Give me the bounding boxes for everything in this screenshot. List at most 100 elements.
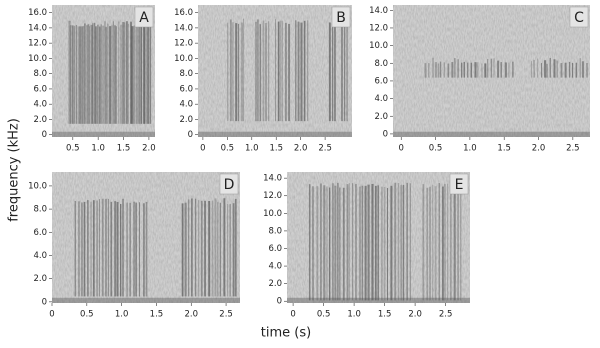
spectrogram-panel: E 0 2.0 4.0 6.0 8.0 10.0 12.0 14.0 0 0.5 1.0 1.5 2.0 2… [263,172,470,320]
syllable-texture [275,19,277,122]
y-tick-label: 2.0 [33,274,47,284]
syllable-texture [68,20,71,124]
panel-letter-box [449,173,469,195]
syllable-texture [326,186,328,301]
syllable-texture [450,188,452,301]
syllable-texture [208,200,211,297]
syllable-texture [477,62,479,78]
y-tick-label: 2.0 [268,279,282,289]
syllable-texture [586,62,589,78]
panel-letter: E [455,177,464,193]
syllable-texture [355,183,357,301]
x-tick-label: 1.5 [269,144,283,154]
syllable-texture [91,23,94,124]
syllable-texture [429,186,431,301]
syllable-texture [140,22,143,124]
spectrogram-noise [393,5,590,137]
syllable-texture [284,22,287,122]
syllable-texture [560,63,563,78]
syllable-texture [467,62,469,78]
syllable-texture [219,202,222,297]
y-tick-label: 0 [42,297,47,307]
syllable-texture [377,185,379,301]
syllable-texture [481,63,483,78]
syllable-texture [122,198,124,297]
syllable-texture [116,201,119,297]
x-tick-label: 2.0 [142,144,156,154]
x-tick-label: 2.5 [566,144,580,154]
syllable-texture [106,23,109,124]
syllable-texture [424,63,427,78]
syllable-texture [279,20,282,122]
syllable-texture [232,203,235,297]
syllable-texture [234,198,237,297]
y-tick-label: 12.0 [369,23,388,33]
syllable-texture [512,61,514,78]
syllable-texture [460,185,462,301]
syllable-texture [223,198,226,297]
spectrogram-floor [52,131,155,137]
syllable-texture [339,187,341,301]
y-tick-label: 16.0 [28,8,47,18]
y-tick-label: 4.0 [179,100,193,110]
syllable-texture [227,203,229,297]
syllable-texture [432,57,434,78]
x-tick-label: 2.0 [532,144,546,154]
syllable-texture [422,184,425,301]
y-tick-label: 6.0 [268,244,282,254]
y-tick-label: 0 [383,129,388,139]
x-tick-label: 0 [399,144,404,154]
syllable-texture [508,62,510,78]
syllable-texture [453,58,456,78]
syllable-texture [100,24,102,124]
spectrogram-noise [198,5,352,137]
syllable-texture [343,23,346,122]
syllable-texture [381,186,383,301]
syllable-texture [143,24,146,124]
y-axis-label: frequency (kHz) [7,118,22,222]
panel-letter-box [331,6,351,28]
syllable-texture [312,186,314,301]
x-tick-label: 0.5 [221,144,235,154]
syllable-texture [268,21,270,122]
syllable-texture [214,198,217,297]
syllable-texture [358,186,361,301]
syllable-texture [129,202,131,297]
syllable-texture [144,24,146,124]
y-tick-label: 16.0 [174,8,193,18]
syllable-texture [130,21,132,124]
panel-letter-box [134,6,154,28]
syllable-texture [470,62,473,78]
syllable-texture [211,200,214,297]
panel-letter: B [336,10,346,26]
syllable-texture [400,184,402,301]
syllable-texture [79,26,82,124]
spectrogram-panel: B 0 2.0 4.0 6.0 8.0 10.0 12.0 14.0 16.0 0 0.5 1.0 1.5… [174,5,352,154]
x-tick-label: 2.5 [219,310,233,320]
syllable-texture [88,26,91,124]
x-tick-label: 2.5 [318,144,332,154]
syllable-texture [104,198,107,297]
syllable-texture [71,25,74,124]
syllable-texture [334,185,337,301]
x-tick-label: 1.5 [497,144,511,154]
syllable-texture [126,202,128,297]
spectrogram-floor [198,131,352,137]
syllable-texture [328,22,331,122]
syllable-texture [530,60,533,78]
syllable-texture [295,20,297,122]
syllable-texture [75,25,77,124]
syllable-texture [95,26,97,124]
syllable-texture [120,24,123,124]
x-tick-label: 1.0 [91,144,105,154]
syllable-texture [114,25,116,124]
syllable-texture [390,185,393,301]
syllable-texture [238,23,240,122]
syllable-texture [257,19,259,122]
syllable-texture [342,187,345,301]
syllable-texture [98,26,101,124]
x-tick-label: 1.0 [463,144,477,154]
syllable-texture [497,60,500,78]
y-tick-label: 14.0 [369,6,388,16]
